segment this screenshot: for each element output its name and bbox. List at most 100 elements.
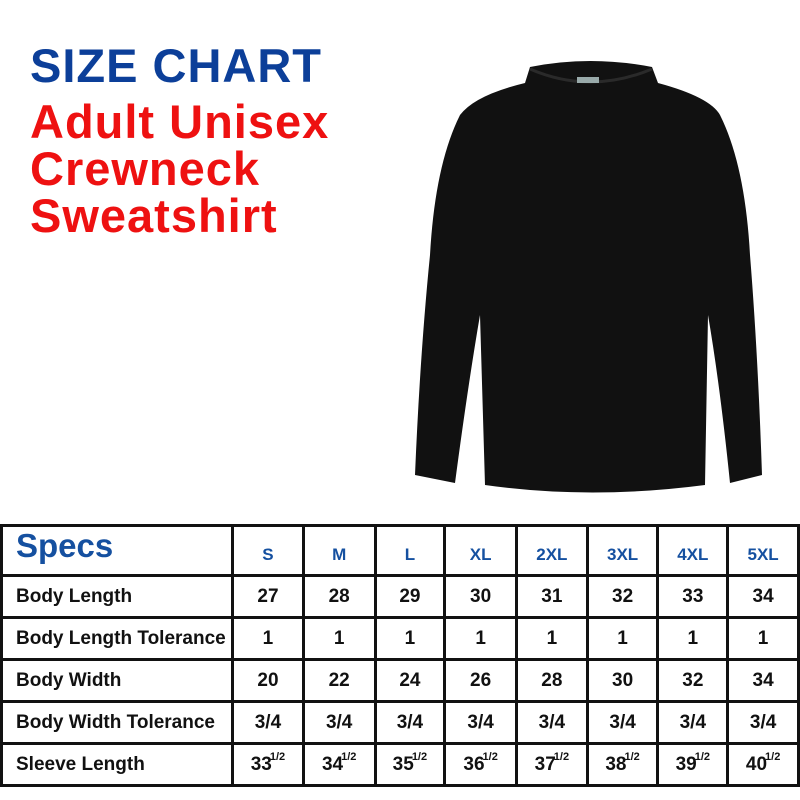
title-sweatshirt: Sweatshirt: [30, 189, 278, 242]
cell-value: 28: [301, 574, 377, 619]
cell-number: 34: [321, 753, 344, 775]
cell-number: 30: [612, 669, 634, 691]
row-label: Body Width Tolerance: [0, 700, 235, 745]
cell-value: 31: [514, 574, 589, 619]
cell-number: 34: [752, 585, 774, 607]
cell-fraction: 1/2: [553, 750, 570, 763]
size-header: XL: [443, 524, 518, 577]
cell-value: 341/2: [301, 742, 377, 787]
cell-number: 3/4: [396, 711, 424, 733]
cell-fraction: 1/2: [765, 750, 781, 763]
cell-value: 1: [656, 616, 730, 661]
cell-value: 28: [514, 658, 589, 703]
title-size-chart: SIZE CHART: [30, 39, 322, 92]
cell-number: 22: [328, 669, 350, 691]
size-header: 2XL: [514, 524, 589, 577]
cell-number: 26: [470, 669, 492, 691]
cell-value: 1: [301, 616, 377, 661]
cell-value: 1: [373, 616, 447, 661]
size-header: 4XL: [656, 524, 730, 577]
cell-value: 1: [443, 616, 518, 661]
cell-value: 34: [726, 658, 800, 703]
cell-fraction: 1/2: [482, 750, 498, 763]
row-label: Body Width: [0, 658, 235, 703]
size-header: 3XL: [585, 524, 660, 577]
cell-number: 28: [541, 669, 563, 691]
cell-value: 3/4: [443, 700, 518, 745]
cell-number: 35: [392, 753, 414, 775]
title-adult-unisex: Adult Unisex: [30, 95, 330, 148]
cell-value: 331/2: [231, 742, 305, 787]
cell-number: 30: [470, 585, 492, 607]
cell-fraction: 1/2: [269, 750, 286, 763]
cell-number: 1: [757, 627, 769, 649]
row-label: Body Length: [0, 574, 235, 619]
cell-value: 32: [585, 574, 660, 619]
cell-value: 3/4: [585, 700, 660, 745]
cell-number: 37: [534, 753, 556, 775]
cell-value: 24: [373, 658, 447, 703]
cell-number: 32: [682, 669, 704, 691]
row-label: Sleeve Length: [0, 742, 235, 787]
cell-number: 34: [752, 669, 774, 691]
row-label: Body Length Tolerance: [0, 616, 235, 661]
table-row: Sleeve Length 331/2 341/2 351/2 361/2 371/2 38…: [0, 742, 800, 787]
table-header-row: Specs S M L XL 2XL 3XL 4XL 5XL: [0, 524, 800, 577]
cell-fraction: 1/2: [694, 750, 711, 763]
cell-number: 28: [328, 585, 350, 607]
cell-number: 27: [257, 585, 279, 607]
cell-number: 29: [399, 585, 421, 607]
cell-value: 29: [373, 574, 447, 619]
cell-number: 3/4: [325, 711, 353, 733]
cell-value: 20: [231, 658, 305, 703]
cell-number: 1: [333, 627, 345, 649]
cell-number: 3/4: [538, 711, 566, 733]
cell-value: 371/2: [514, 742, 589, 787]
cell-number: 3/4: [467, 711, 494, 733]
cell-fraction: 1/2: [624, 750, 640, 763]
cell-number: 1: [687, 627, 699, 649]
table-row: Body Width Tolerance 3/4 3/4 3/4 3/4 3/4 3/4 3/…: [0, 700, 800, 745]
cell-number: 3/4: [609, 711, 636, 733]
size-header: 5XL: [726, 524, 800, 577]
title-crewneck: Crewneck: [30, 142, 261, 195]
cell-number: 1: [475, 627, 486, 649]
table-row: Body Length 27 28 29 30 31 32 33 34: [0, 574, 800, 619]
cell-value: 27: [231, 574, 305, 619]
table-row: Body Width 20 22 24 26 28 30 32 34: [0, 658, 800, 703]
cell-value: 1: [231, 616, 305, 661]
cell-number: 20: [257, 669, 279, 691]
cell-value: 401/2: [726, 742, 800, 787]
specs-header: Specs: [0, 524, 235, 577]
cell-number: 1: [546, 627, 558, 649]
cell-value: 1: [726, 616, 800, 661]
cell-number: 36: [463, 753, 485, 775]
cell-value: 3/4: [514, 700, 589, 745]
cell-value: 32: [656, 658, 730, 703]
cell-number: 40: [745, 753, 768, 775]
cell-value: 33: [656, 574, 730, 619]
cell-number: 33: [682, 585, 704, 607]
cell-number: 32: [612, 585, 634, 607]
cell-number: 33: [250, 753, 272, 775]
cell-value: 30: [585, 658, 660, 703]
cell-value: 351/2: [373, 742, 447, 787]
table-row: Body Length Tolerance 1 1 1 1 1 1 1 1: [0, 616, 800, 661]
sweatshirt-image: [415, 61, 762, 493]
cell-value: 381/2: [585, 742, 660, 787]
cell-number: 1: [262, 627, 274, 649]
cell-value: 34: [726, 574, 800, 619]
cell-number: 38: [605, 753, 627, 775]
size-table: Specs S M L XL 2XL 3XL 4XL 5XL Body Leng…: [0, 524, 800, 787]
cell-value: 391/2: [656, 742, 730, 787]
size-header: S: [231, 524, 305, 577]
cell-value: 1: [585, 616, 660, 661]
cell-number: 39: [675, 753, 697, 775]
cell-number: 24: [399, 669, 421, 691]
cell-number: 1: [404, 627, 416, 649]
cell-value: 3/4: [301, 700, 377, 745]
cell-value: 26: [443, 658, 518, 703]
cell-number: 1: [617, 627, 628, 649]
cell-value: 3/4: [373, 700, 447, 745]
cell-value: 30: [443, 574, 518, 619]
